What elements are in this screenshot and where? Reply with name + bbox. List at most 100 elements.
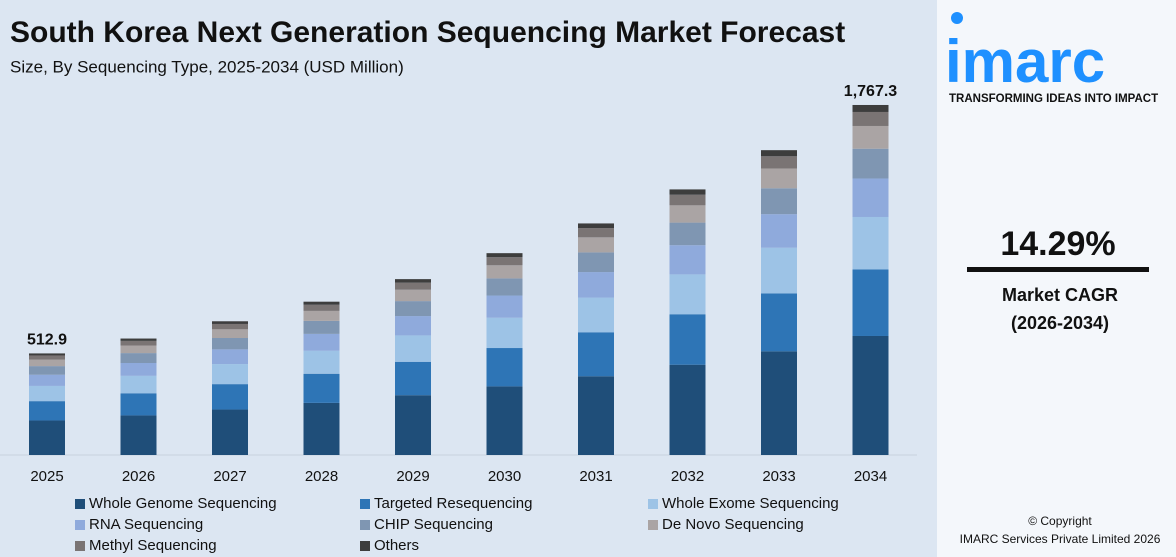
bar-segment (120, 338, 157, 341)
bar-segment (29, 374, 65, 386)
x-tick-label: 2033 (762, 468, 795, 485)
bar-segment (212, 349, 248, 365)
legend-swatch (75, 520, 85, 530)
bar-segment (761, 150, 797, 157)
x-tick-label: 2030 (488, 468, 521, 485)
bar-segment (486, 348, 523, 387)
legend-swatch (360, 499, 370, 509)
legend-label: De Novo Sequencing (662, 516, 804, 533)
total-label: 512.9 (27, 332, 67, 349)
bar-segment (303, 304, 340, 311)
bar-segment (303, 373, 340, 403)
legend-swatch (75, 541, 85, 551)
bar-segment (852, 216, 889, 270)
bar-segment (395, 289, 431, 302)
x-tick-label: 2032 (671, 468, 704, 485)
bar-segment (395, 282, 431, 290)
bar-segment (669, 194, 706, 206)
bar-segment (120, 345, 157, 354)
cagr-period: (2026-2034) (1011, 313, 1109, 333)
legend-swatch (648, 520, 658, 530)
legend-label: RNA Sequencing (89, 516, 203, 533)
bar-segment (852, 148, 889, 179)
bar-segment (29, 366, 65, 375)
bar-segment (578, 332, 614, 377)
bar-segment (761, 188, 797, 215)
bar-segment (852, 125, 889, 149)
bar-segment (395, 301, 431, 317)
bar-segment (395, 316, 431, 336)
bar-segment (852, 178, 889, 217)
legend-label: Whole Genome Sequencing (89, 495, 277, 512)
legend-label: Whole Exome Sequencing (662, 495, 839, 512)
x-tick-label: 2026 (122, 468, 155, 485)
bar-segment (29, 420, 65, 455)
bar-segment (669, 364, 706, 455)
bar-segment (303, 402, 340, 455)
bar-segment (120, 353, 157, 364)
bar-segment (486, 265, 523, 279)
bar-segment (395, 335, 431, 362)
cagr-rule (967, 267, 1149, 272)
bar-segment (395, 361, 431, 396)
bar-segment (303, 350, 340, 374)
bar-segment (578, 272, 614, 298)
legend-swatch (648, 499, 658, 509)
bar-segment (578, 252, 614, 273)
bar-segment (212, 321, 248, 324)
bar-segment (303, 320, 340, 334)
bar-segment (669, 245, 706, 275)
bar-segment (669, 205, 706, 223)
bar-segment (486, 317, 523, 349)
bar-segment (578, 297, 614, 333)
bar-segment (29, 401, 65, 421)
bar-segment (120, 340, 157, 346)
total-label: 1,767.3 (844, 83, 897, 100)
logo-dot (951, 12, 963, 24)
logo: imarc (945, 28, 1105, 95)
cagr-label: Market CAGR (1002, 285, 1118, 305)
bar-segment (761, 351, 797, 455)
bar-segment (852, 269, 889, 336)
bar-segment (578, 223, 614, 229)
bar-segment (761, 293, 797, 352)
legend-swatch (360, 520, 370, 530)
chart-subtitle: Size, By Sequencing Type, 2025-2034 (USD… (10, 57, 404, 76)
bar-segment (669, 314, 706, 365)
bar-segment (486, 386, 523, 455)
bar-segment (303, 301, 340, 305)
bar-segment (212, 337, 248, 350)
bar-segment (120, 393, 157, 416)
bar-segment (29, 359, 65, 367)
bar-segment (29, 385, 65, 402)
bar-segment (29, 355, 65, 360)
bar-segment (486, 253, 523, 258)
legend-swatch (360, 541, 370, 551)
bar-segment (669, 222, 706, 246)
bar-segment (761, 168, 797, 189)
bar-segment (761, 156, 797, 169)
legend-label: Methyl Sequencing (89, 537, 217, 554)
bar-segment (578, 376, 614, 455)
x-tick-label: 2034 (854, 468, 887, 485)
x-tick-label: 2027 (213, 468, 246, 485)
bar-segment (486, 295, 523, 318)
x-tick-label: 2025 (30, 468, 63, 485)
company: IMARC Services Private Limited 2026 (960, 532, 1161, 546)
bar-segment (120, 363, 157, 376)
x-tick-label: 2029 (396, 468, 429, 485)
legend-label: Others (374, 537, 419, 554)
bar-segment (120, 415, 157, 455)
copyright: © Copyright (1028, 514, 1092, 528)
bar-segment (303, 333, 340, 351)
tagline: TRANSFORMING IDEAS INTO IMPACT (949, 93, 1158, 105)
legend-label: CHIP Sequencing (374, 516, 493, 533)
bar-segment (212, 364, 248, 385)
x-tick-label: 2028 (305, 468, 338, 485)
bar-segment (852, 104, 889, 112)
bar-segment (761, 247, 797, 294)
cagr-value: 14.29% (1000, 225, 1115, 263)
legend-label: Targeted Resequencing (374, 495, 532, 512)
bar-segment (395, 279, 431, 283)
